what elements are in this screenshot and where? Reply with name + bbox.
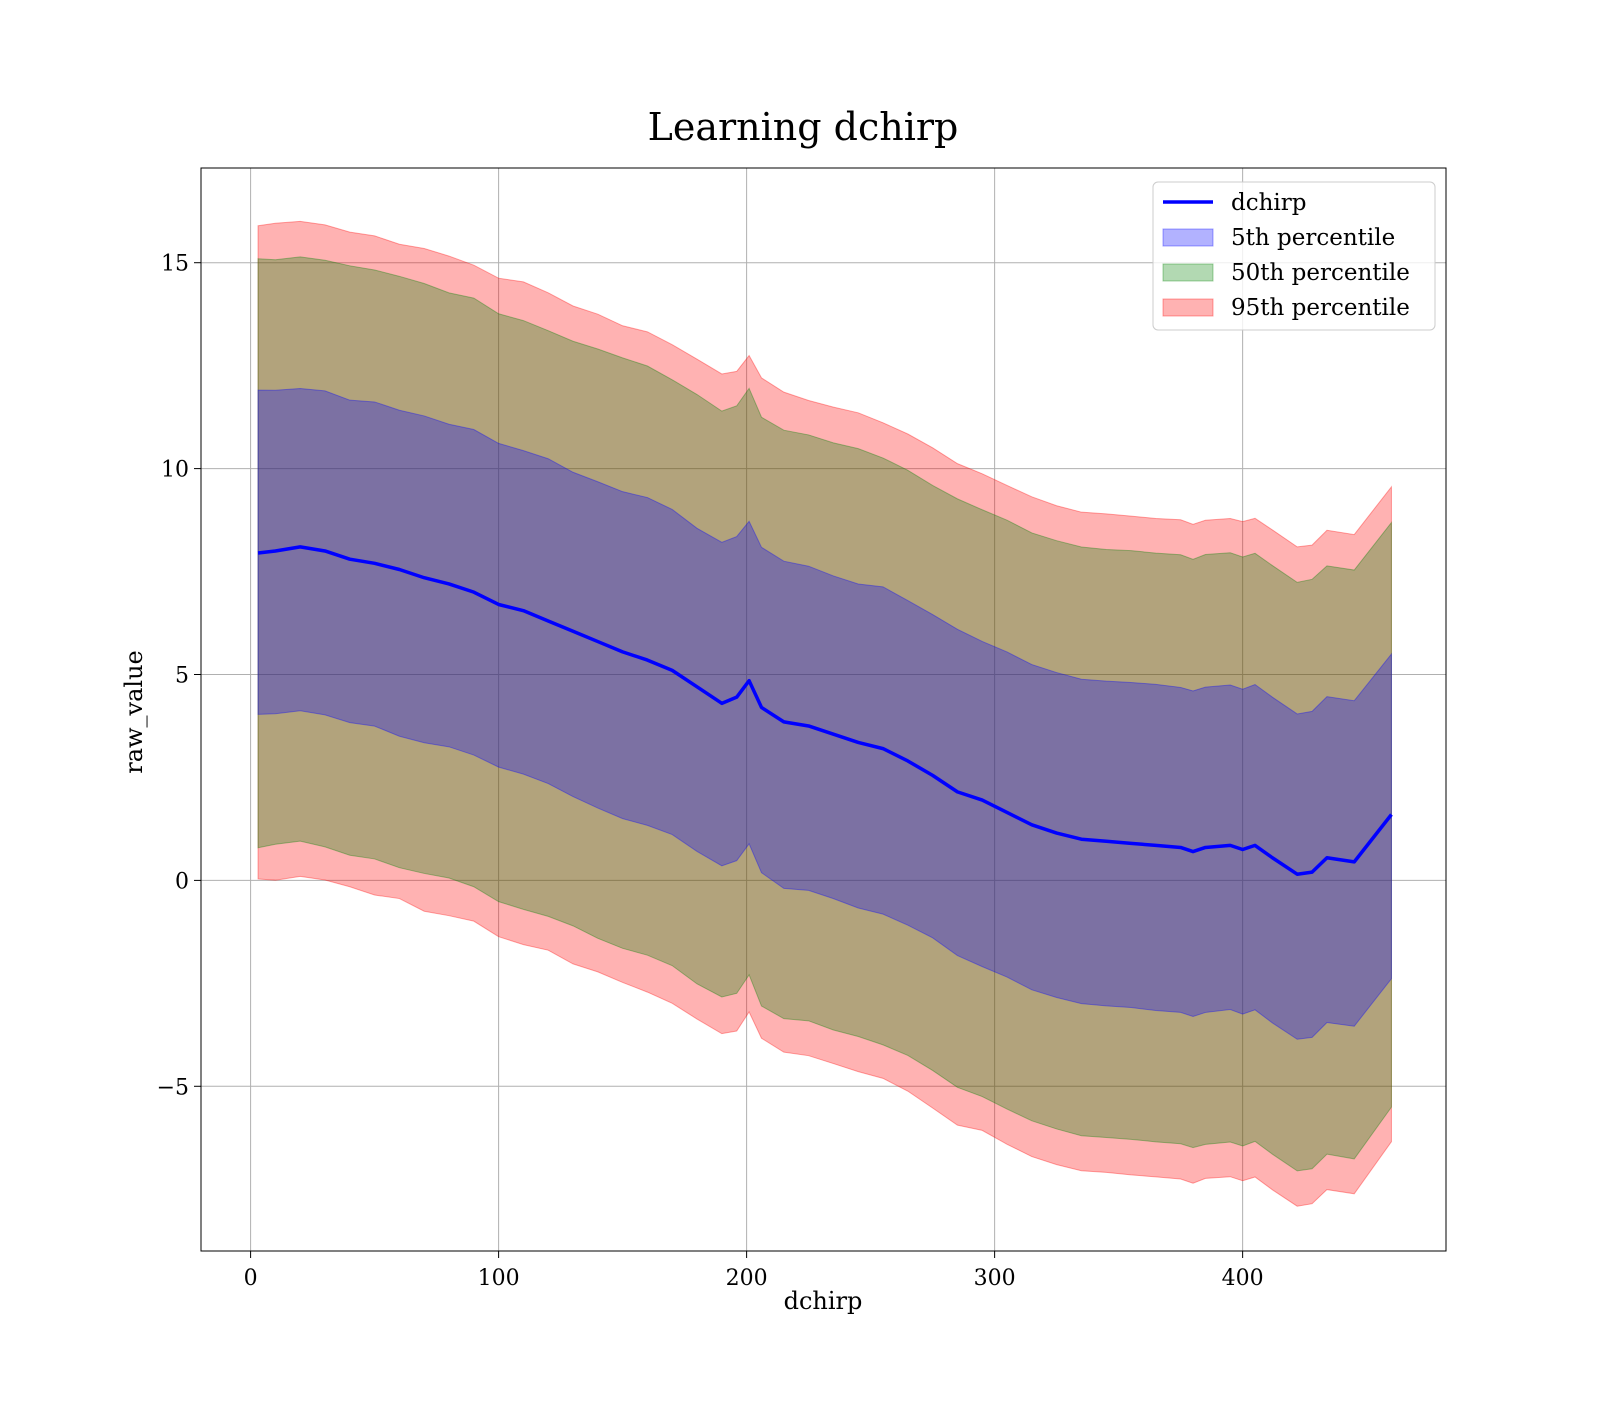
legend-box (1152, 181, 1436, 331)
x-tick-label: 0 (244, 1266, 258, 1291)
legend-label-95th-percentile: 95th percentile (1231, 295, 1410, 321)
legend: dchirp 5th percentile 50th percentile 95th … (1152, 181, 1436, 331)
chart-title: Learning dchirp (648, 105, 959, 149)
x-tick-label: 300 (974, 1266, 1016, 1291)
axis-ticks: 0 100 200 300 400 −5 0 5 10 15 (157, 252, 1264, 1291)
plot-frame (200, 167, 1447, 1252)
y-tick-label: 15 (161, 252, 189, 277)
x-tick-label: 100 (478, 1266, 520, 1291)
band-5th-percentile (257, 388, 1392, 1040)
legend-swatch-5th-percentile (1162, 228, 1214, 247)
legend-swatch-50th-percentile (1162, 263, 1214, 282)
series-lines (257, 545, 1393, 876)
x-tick-label: 200 (726, 1266, 768, 1291)
legend-label-5th-percentile: 5th percentile (1231, 225, 1395, 251)
y-tick-label: 10 (161, 458, 189, 483)
legend-label-50th-percentile: 50th percentile (1231, 260, 1410, 286)
line-dchirp (257, 545, 1393, 876)
x-axis-label: dchirp (784, 1287, 863, 1315)
band-50th-percentile (257, 256, 1392, 1172)
y-tick-label: 0 (175, 869, 189, 894)
band-95th-percentile (257, 220, 1392, 1207)
y-axis-label: raw_value (120, 650, 148, 774)
y-tick-label: −5 (157, 1075, 189, 1100)
x-tick-label: 400 (1222, 1266, 1264, 1291)
legend-label-dchirp: dchirp (1231, 190, 1307, 216)
legend-swatch-95th-percentile (1162, 298, 1214, 317)
percentile-bands (257, 220, 1392, 1207)
y-tick-label: 5 (175, 663, 189, 688)
